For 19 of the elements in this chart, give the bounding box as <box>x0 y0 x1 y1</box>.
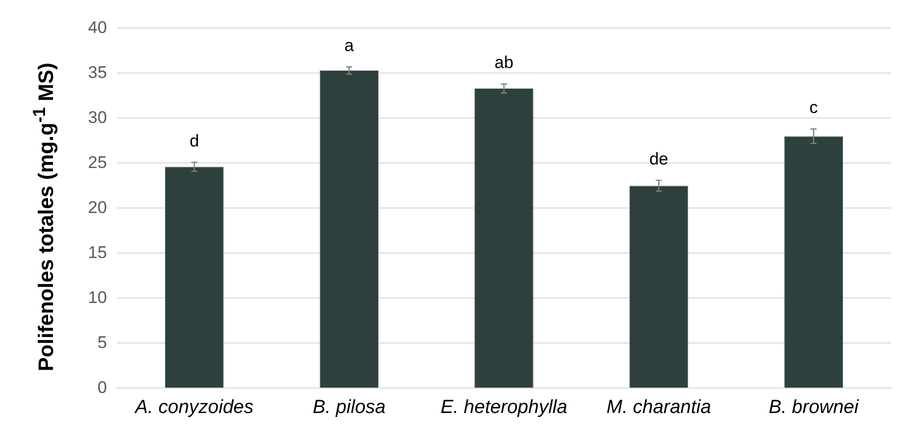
annotation: d <box>190 131 200 150</box>
x-tick-label: B. brownei <box>768 396 860 418</box>
y-tick-label: 5 <box>97 332 107 352</box>
x-tick-label: B. pilosa <box>312 396 386 418</box>
annotation: c <box>809 98 818 118</box>
y-tick-label: 25 <box>88 152 107 172</box>
annotation: de <box>649 149 668 168</box>
x-tick-label: M. charantia <box>606 396 712 418</box>
y-tick-label: 35 <box>88 62 107 82</box>
y-tick-label: 20 <box>88 198 107 217</box>
annotation: ab <box>494 53 514 72</box>
y-tick-label: 40 <box>88 18 107 37</box>
y-tick-label: 15 <box>88 242 107 262</box>
y-tick-label: 0 <box>97 378 107 397</box>
y-tick-label: 30 <box>88 108 107 127</box>
x-tick-label: A. conyzoides <box>134 396 254 418</box>
y-tick-label: 10 <box>88 288 107 307</box>
x-tick-label: E. heterophylla <box>440 396 568 418</box>
annotation: a <box>344 36 354 56</box>
